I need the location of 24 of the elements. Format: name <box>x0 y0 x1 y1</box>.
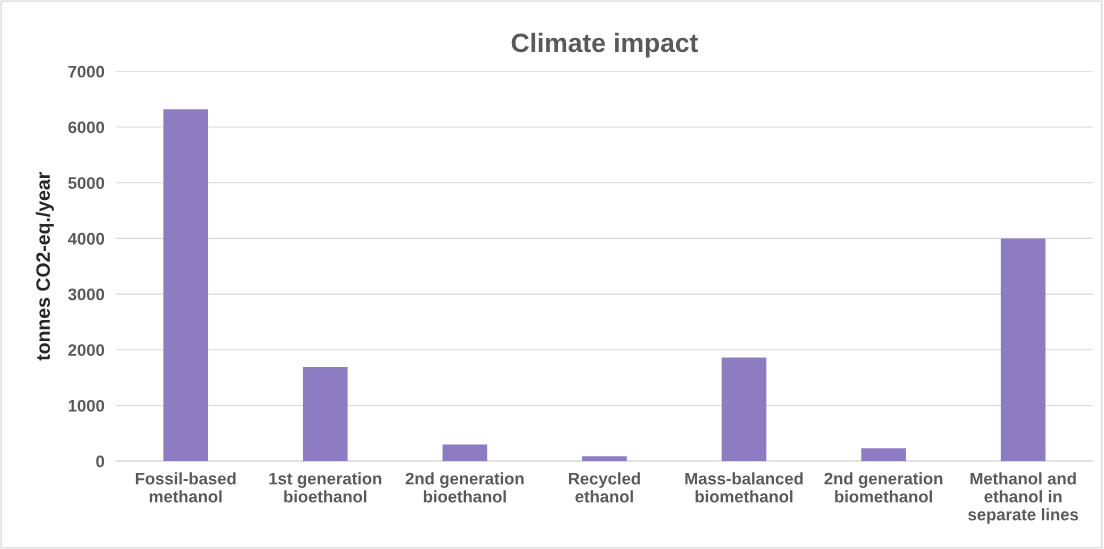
bar <box>721 357 767 462</box>
y-tick-label: 4000 <box>67 232 105 245</box>
x-tick-label: Fossil-based methanol <box>135 472 236 503</box>
bar <box>302 367 348 462</box>
bar <box>582 456 627 462</box>
x-tick-label: Mass-balanced biomethanol <box>685 472 803 503</box>
y-tick-label: 1000 <box>68 399 105 412</box>
x-tick-label: Recycled ethanol <box>568 472 640 503</box>
y-tick-label: 6000 <box>68 121 105 134</box>
y-tick-label: 5000 <box>68 177 105 189</box>
x-tick-label: 2nd generation bioethanol <box>405 472 524 503</box>
y-axis-title: tonnes CO2-eq./year <box>35 172 54 361</box>
y-tick-label: 0 <box>96 455 105 468</box>
bar <box>1000 238 1046 462</box>
bar <box>442 444 488 462</box>
chart-title: Climate impact <box>511 32 698 58</box>
x-tick-label: 2nd generation biomethanol <box>824 472 943 503</box>
x-tick-label: 1st generation bioethanol <box>269 472 382 503</box>
y-tick-label: 3000 <box>68 288 105 301</box>
x-tick-label: Methanol and ethanol in separate lines <box>968 472 1079 524</box>
y-tick-label: 2000 <box>68 344 105 356</box>
y-tick-label: 7000 <box>68 65 105 78</box>
bar <box>861 448 906 462</box>
bar <box>163 109 209 462</box>
